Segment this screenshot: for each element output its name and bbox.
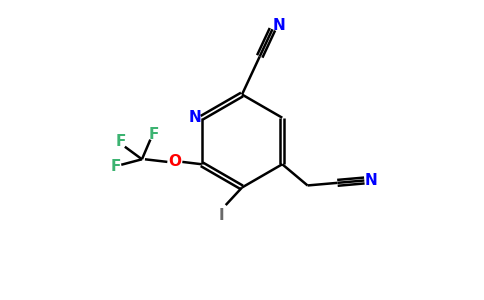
Text: F: F bbox=[111, 159, 121, 174]
Text: I: I bbox=[218, 208, 224, 224]
Text: F: F bbox=[116, 134, 126, 149]
Text: O: O bbox=[168, 154, 182, 169]
Text: N: N bbox=[272, 18, 286, 33]
Text: F: F bbox=[148, 127, 159, 142]
Text: N: N bbox=[364, 173, 378, 188]
Text: N: N bbox=[189, 110, 201, 124]
